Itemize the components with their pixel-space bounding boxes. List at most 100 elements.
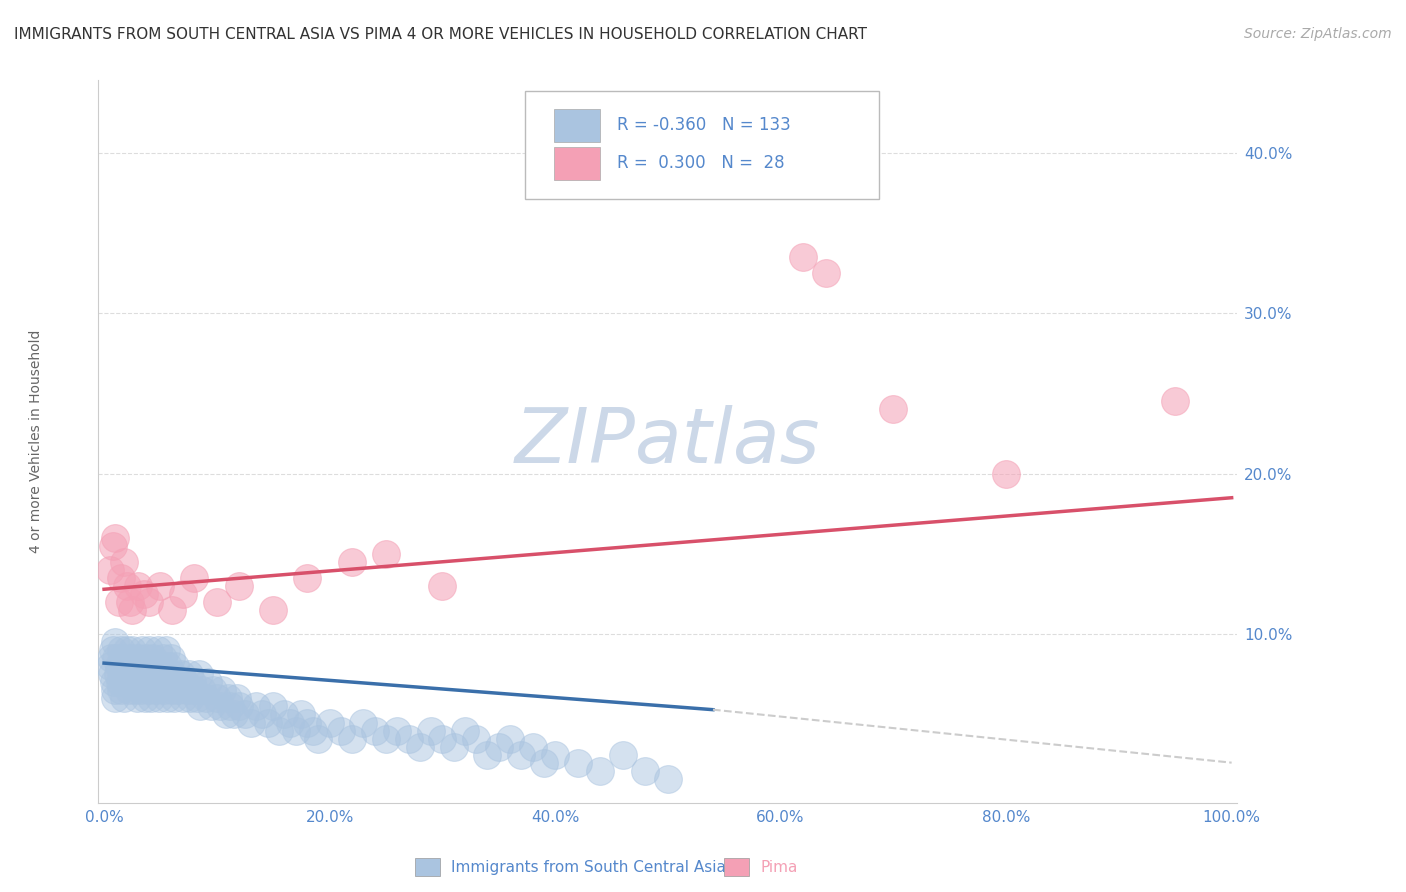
Point	[121, 675, 143, 690]
Point	[108, 675, 131, 690]
Point	[172, 691, 194, 706]
Text: Immigrants from South Central Asia: Immigrants from South Central Asia	[451, 860, 727, 874]
Point	[420, 723, 443, 738]
Point	[163, 691, 186, 706]
Point	[174, 675, 197, 690]
Point	[228, 699, 250, 714]
Point	[567, 756, 589, 770]
Point	[117, 667, 139, 681]
FancyBboxPatch shape	[526, 91, 879, 200]
Point	[120, 651, 142, 665]
Point	[149, 579, 172, 593]
Point	[98, 563, 121, 577]
Point	[205, 595, 228, 609]
Point	[170, 667, 193, 681]
Point	[239, 715, 262, 730]
Point	[118, 595, 141, 609]
Point	[104, 635, 127, 649]
Point	[211, 683, 233, 698]
Point	[209, 699, 232, 714]
Point	[307, 731, 329, 746]
Point	[544, 747, 567, 762]
Point	[375, 547, 398, 561]
Point	[181, 675, 204, 690]
Point	[222, 707, 245, 722]
Point	[233, 707, 256, 722]
Point	[105, 651, 128, 665]
Point	[226, 691, 249, 706]
Point	[176, 683, 198, 698]
Point	[219, 699, 242, 714]
Point	[146, 667, 169, 681]
Point	[301, 723, 323, 738]
Point	[111, 667, 134, 681]
Point	[115, 579, 138, 593]
Point	[160, 667, 183, 681]
Point	[141, 651, 163, 665]
Point	[183, 571, 205, 585]
Point	[995, 467, 1018, 481]
Text: ZIPatlas: ZIPatlas	[515, 405, 821, 478]
Point	[101, 643, 124, 657]
Point	[160, 603, 183, 617]
Point	[135, 651, 157, 665]
Point	[217, 691, 239, 706]
Point	[329, 723, 352, 738]
Point	[156, 691, 179, 706]
Point	[128, 675, 150, 690]
Point	[115, 643, 138, 657]
Point	[141, 691, 163, 706]
Point	[136, 659, 159, 673]
Point	[188, 699, 211, 714]
Point	[510, 747, 533, 762]
Point	[187, 667, 209, 681]
Point	[256, 715, 278, 730]
Point	[131, 643, 153, 657]
Point	[104, 531, 127, 545]
Point	[179, 691, 201, 706]
Point	[194, 691, 217, 706]
Point	[409, 739, 432, 754]
Point	[107, 659, 129, 673]
Point	[121, 603, 143, 617]
Point	[295, 715, 318, 730]
Bar	[554, 147, 599, 180]
Point	[148, 643, 170, 657]
Point	[166, 675, 188, 690]
Point	[139, 667, 162, 681]
Point	[172, 587, 194, 601]
Point	[101, 667, 124, 681]
Point	[138, 595, 160, 609]
Point	[205, 691, 228, 706]
Point	[340, 731, 363, 746]
Point	[135, 675, 157, 690]
Point	[153, 683, 176, 698]
Point	[202, 683, 225, 698]
Point	[155, 643, 177, 657]
Point	[98, 659, 121, 673]
Point	[657, 772, 679, 786]
Point	[882, 402, 904, 417]
Point	[533, 756, 555, 770]
Point	[1164, 394, 1187, 409]
Point	[153, 667, 176, 681]
Point	[104, 691, 127, 706]
Point	[129, 683, 152, 698]
Point	[107, 667, 129, 681]
Point	[465, 731, 488, 746]
Point	[284, 723, 307, 738]
Point	[121, 643, 143, 657]
Point	[352, 715, 374, 730]
Point	[110, 683, 132, 698]
Point	[143, 659, 166, 673]
Point	[340, 555, 363, 569]
Point	[157, 659, 180, 673]
Point	[104, 683, 127, 698]
Point	[125, 691, 148, 706]
Y-axis label: 4 or more Vehicles in Household: 4 or more Vehicles in Household	[30, 330, 42, 553]
Point	[318, 715, 340, 730]
Point	[177, 667, 200, 681]
Point	[267, 723, 290, 738]
Point	[110, 643, 132, 657]
Point	[432, 731, 454, 746]
